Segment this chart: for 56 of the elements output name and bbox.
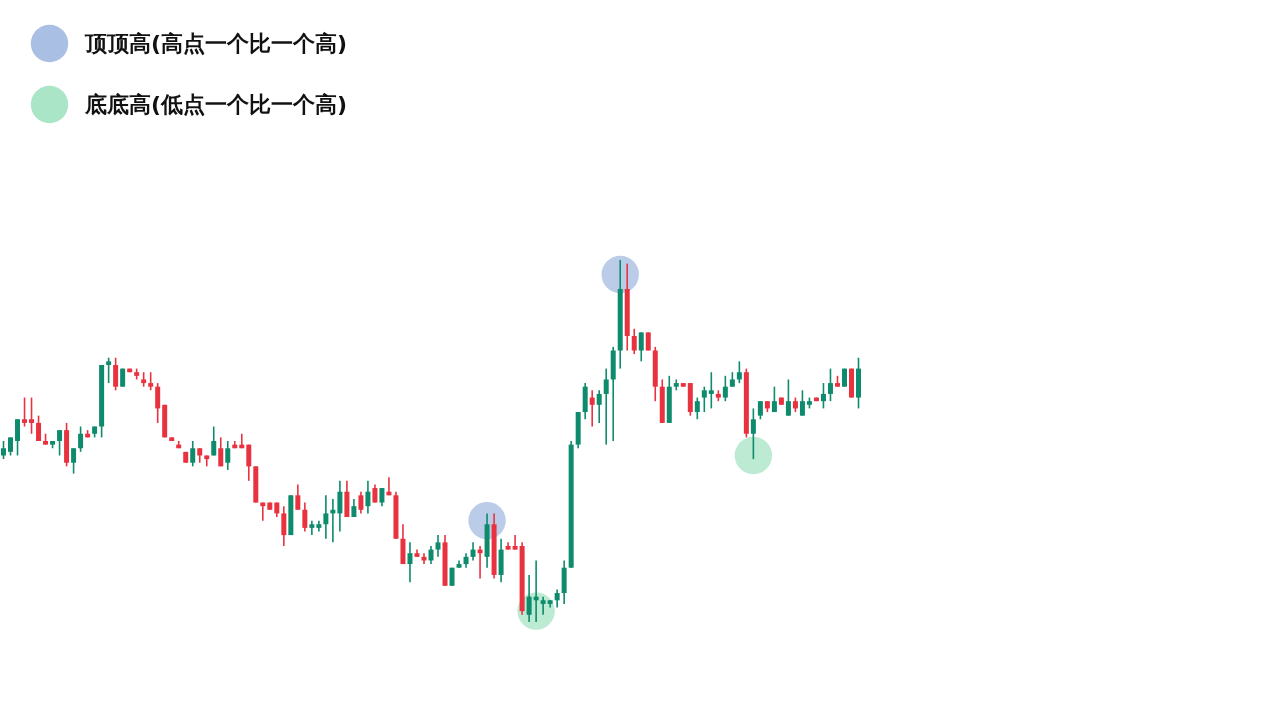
- candlestick: [379, 487, 385, 507]
- candlestick: [645, 331, 651, 352]
- candlestick: [57, 429, 63, 457]
- candlestick: [827, 367, 833, 402]
- candlestick: [603, 367, 609, 446]
- candlestick: [631, 327, 637, 355]
- candlestick: [190, 440, 196, 468]
- candlestick: [22, 396, 28, 428]
- candlestick: [302, 501, 308, 533]
- candlestick: [526, 574, 532, 623]
- candlestick: [708, 371, 714, 410]
- candlestick: [246, 443, 252, 482]
- candlestick: [358, 490, 364, 515]
- candlestick: [365, 480, 371, 515]
- candlestick: [512, 534, 518, 551]
- candlestick: [750, 407, 756, 460]
- candlestick: [638, 331, 644, 363]
- candlestick: [428, 545, 434, 565]
- candlestick: [799, 389, 805, 417]
- candlestick: [106, 356, 112, 384]
- candlestick: [155, 382, 161, 424]
- candlestick: [722, 375, 728, 402]
- candlestick: [148, 371, 154, 392]
- point: [734, 436, 773, 475]
- legend-label: 顶顶高(高点一个比一个高): [84, 30, 348, 56]
- candlestick: [29, 396, 35, 435]
- candlestick: [736, 360, 742, 384]
- candlestick: [337, 480, 343, 533]
- candlestick: [372, 483, 378, 504]
- candlestick: [211, 425, 217, 457]
- candlestick: [470, 541, 476, 562]
- candlestick: [407, 541, 413, 583]
- candlestick: [225, 440, 231, 471]
- candlestick: [435, 534, 441, 558]
- candlestick: [589, 389, 595, 428]
- candlestick: [820, 382, 826, 410]
- candlestick: [540, 595, 546, 616]
- candlestick: [71, 447, 77, 475]
- candlestick: [771, 385, 777, 413]
- candlestick: [15, 418, 21, 457]
- candlestick: [596, 389, 602, 424]
- candlestick: [757, 400, 763, 421]
- candlestick: [295, 483, 301, 511]
- candlestick: [694, 396, 700, 421]
- candlestick: [701, 385, 707, 413]
- candlestick: [281, 505, 287, 547]
- candlestick: [554, 588, 560, 609]
- candlestick: [785, 378, 791, 417]
- candlestick: [113, 356, 119, 392]
- candlestick: [8, 436, 14, 457]
- candlestick: [218, 436, 224, 468]
- legend-label: 底底高(低点一个比一个高): [84, 91, 348, 117]
- candlestick: [78, 425, 84, 453]
- candlestick: [323, 494, 329, 540]
- candlestick: [36, 414, 42, 442]
- candlestick: [1, 440, 6, 460]
